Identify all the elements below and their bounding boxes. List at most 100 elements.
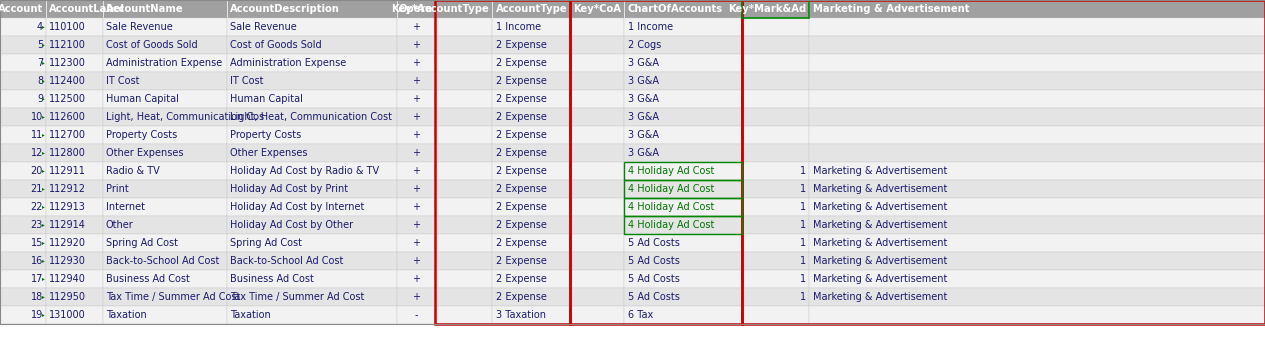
Bar bbox=[435, 198, 492, 216]
Bar bbox=[0, 306, 46, 324]
Text: 112400: 112400 bbox=[49, 76, 86, 86]
Bar bbox=[571, 180, 624, 198]
Bar bbox=[743, 18, 810, 36]
Bar bbox=[397, 18, 435, 36]
Text: 12: 12 bbox=[30, 148, 43, 158]
Bar bbox=[102, 0, 226, 18]
Text: ▸: ▸ bbox=[42, 114, 46, 120]
Bar bbox=[102, 54, 226, 72]
Text: Taxation: Taxation bbox=[230, 310, 271, 320]
Bar bbox=[102, 108, 226, 126]
Text: 8: 8 bbox=[37, 76, 43, 86]
Text: Administration Expense: Administration Expense bbox=[106, 58, 223, 68]
Text: 7: 7 bbox=[37, 58, 43, 68]
Text: +: + bbox=[412, 166, 420, 176]
Text: 2 Expense: 2 Expense bbox=[496, 274, 546, 284]
Text: Holiday Ad Cost by Print: Holiday Ad Cost by Print bbox=[230, 184, 348, 194]
Text: 1 Income: 1 Income bbox=[627, 22, 673, 32]
Bar bbox=[743, 0, 810, 18]
Text: 112800: 112800 bbox=[49, 148, 86, 158]
Bar bbox=[624, 198, 743, 216]
Bar bbox=[624, 144, 743, 162]
Text: Key*Mark&Ad: Key*Mark&Ad bbox=[727, 4, 806, 14]
Text: ChartOfAccounts: ChartOfAccounts bbox=[627, 4, 724, 14]
Bar bbox=[46, 270, 102, 288]
Bar bbox=[571, 126, 624, 144]
Bar bbox=[226, 234, 397, 252]
Bar bbox=[810, 306, 1265, 324]
Text: Human Capital: Human Capital bbox=[106, 94, 178, 104]
Bar bbox=[102, 234, 226, 252]
Bar bbox=[0, 144, 46, 162]
Text: 1: 1 bbox=[799, 220, 806, 230]
Bar bbox=[624, 252, 743, 270]
Text: 131000: 131000 bbox=[49, 310, 86, 320]
Text: 112940: 112940 bbox=[49, 274, 86, 284]
Bar bbox=[624, 162, 743, 180]
Bar bbox=[743, 108, 810, 126]
Text: 1: 1 bbox=[799, 274, 806, 284]
Bar bbox=[102, 144, 226, 162]
Bar bbox=[226, 0, 397, 18]
Text: 112950: 112950 bbox=[49, 292, 86, 302]
Bar bbox=[397, 270, 435, 288]
Text: +: + bbox=[412, 274, 420, 284]
Bar bbox=[624, 18, 743, 36]
Bar bbox=[102, 90, 226, 108]
Text: 20: 20 bbox=[30, 166, 43, 176]
Bar bbox=[743, 90, 810, 108]
Bar bbox=[397, 198, 435, 216]
Text: 9: 9 bbox=[37, 94, 43, 104]
Text: 3 Taxation: 3 Taxation bbox=[496, 310, 546, 320]
Bar bbox=[0, 162, 46, 180]
Bar bbox=[397, 162, 435, 180]
Bar bbox=[624, 126, 743, 144]
Text: 2 Expense: 2 Expense bbox=[496, 58, 546, 68]
Bar bbox=[226, 90, 397, 108]
Bar bbox=[571, 270, 624, 288]
Bar bbox=[810, 0, 1265, 18]
Text: Business Ad Cost: Business Ad Cost bbox=[230, 274, 314, 284]
Text: Back-to-School Ad Cost: Back-to-School Ad Cost bbox=[230, 256, 343, 266]
Bar bbox=[571, 0, 743, 324]
Bar bbox=[102, 162, 226, 180]
Bar bbox=[743, 252, 810, 270]
Text: Holiday Ad Cost by Radio & TV: Holiday Ad Cost by Radio & TV bbox=[230, 166, 380, 176]
Bar bbox=[435, 270, 492, 288]
Text: AccountType: AccountType bbox=[496, 4, 568, 14]
Bar bbox=[492, 180, 571, 198]
Text: Marketing & Advertisement: Marketing & Advertisement bbox=[813, 220, 947, 230]
Bar bbox=[226, 180, 397, 198]
Bar bbox=[571, 0, 624, 18]
Text: 1 Income: 1 Income bbox=[496, 22, 541, 32]
Bar bbox=[226, 108, 397, 126]
Bar bbox=[46, 126, 102, 144]
Bar bbox=[226, 216, 397, 234]
Text: Light, Heat, Communication Cos: Light, Heat, Communication Cos bbox=[106, 112, 264, 122]
Bar bbox=[624, 162, 743, 180]
Text: 1: 1 bbox=[799, 202, 806, 212]
Bar bbox=[435, 90, 492, 108]
Bar bbox=[435, 54, 492, 72]
Text: Marketing & Advertisement: Marketing & Advertisement bbox=[813, 238, 947, 248]
Bar bbox=[0, 72, 46, 90]
Bar bbox=[624, 306, 743, 324]
Text: 17: 17 bbox=[30, 274, 43, 284]
Text: 112500: 112500 bbox=[49, 94, 86, 104]
Bar bbox=[743, 0, 1265, 324]
Bar bbox=[397, 252, 435, 270]
Text: 5 Ad Costs: 5 Ad Costs bbox=[627, 238, 679, 248]
Bar bbox=[492, 126, 571, 144]
Bar bbox=[624, 108, 743, 126]
Text: 4 Holiday Ad Cost: 4 Holiday Ad Cost bbox=[627, 184, 715, 194]
Bar bbox=[810, 72, 1265, 90]
Text: 4 Holiday Ad Cost: 4 Holiday Ad Cost bbox=[627, 202, 715, 212]
Bar bbox=[571, 234, 624, 252]
Text: 5 Ad Costs: 5 Ad Costs bbox=[627, 256, 679, 266]
Bar bbox=[571, 90, 624, 108]
Text: Human Capital: Human Capital bbox=[230, 94, 302, 104]
Bar bbox=[46, 90, 102, 108]
Bar bbox=[571, 108, 624, 126]
Text: Marketing & Advertisement: Marketing & Advertisement bbox=[813, 184, 947, 194]
Text: +: + bbox=[412, 148, 420, 158]
